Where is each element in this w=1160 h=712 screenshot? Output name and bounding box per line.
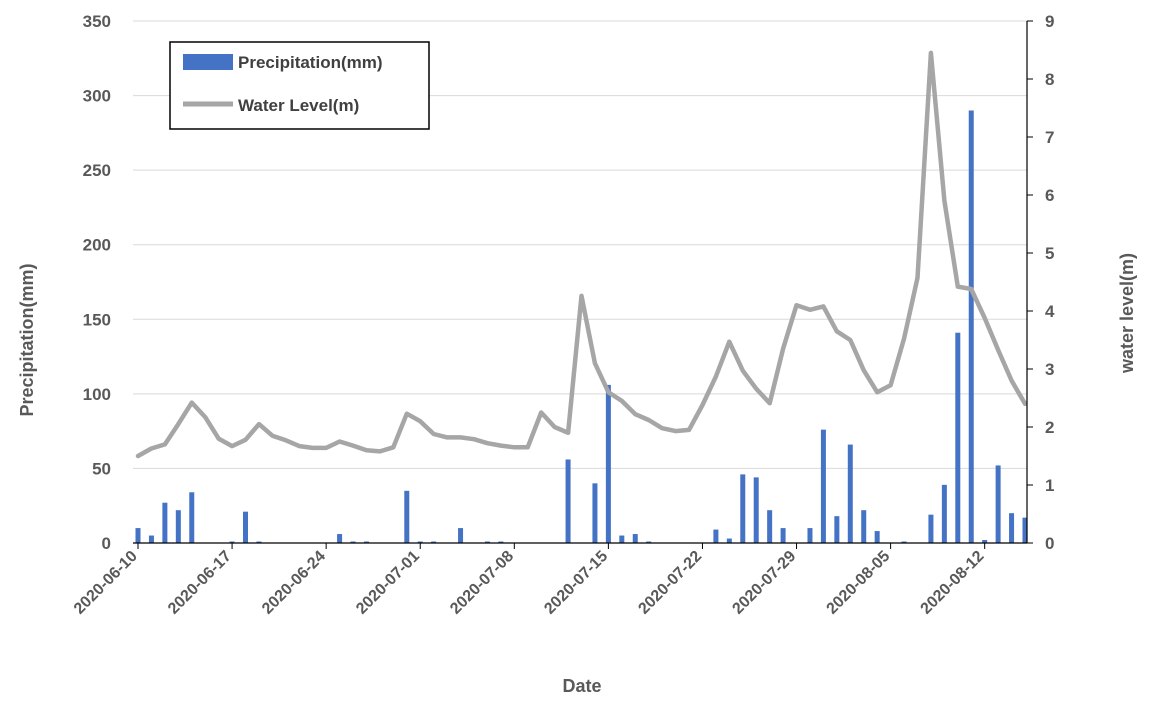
precipitation-bar bbox=[955, 332, 961, 543]
legend: Precipitation(mm) Water Level(m) bbox=[169, 41, 430, 130]
x-tick-label: 2020-07-08 bbox=[447, 548, 517, 618]
precipitation-bar bbox=[740, 474, 746, 543]
y-left-tick-label: 250 bbox=[83, 161, 111, 180]
water-level-line-group bbox=[135, 50, 1028, 459]
y-left-tick-label: 300 bbox=[83, 87, 111, 106]
y-right-tick-label: 5 bbox=[1045, 244, 1054, 263]
precipitation-bar bbox=[243, 511, 249, 543]
left-axis-ticks: 0 50 100 150 200 250 300 350 bbox=[83, 12, 111, 553]
legend-precipitation-label: Precipitation(mm) bbox=[238, 53, 383, 72]
precipitation-bar bbox=[780, 528, 786, 543]
precipitation-bar bbox=[565, 459, 571, 543]
precipitation-bar bbox=[874, 531, 880, 543]
precipitation-bar bbox=[350, 541, 356, 543]
y-right-tick-label: 6 bbox=[1045, 186, 1054, 205]
x-tick-label: 2020-07-01 bbox=[353, 548, 423, 618]
precipitation-bar bbox=[135, 528, 141, 543]
precipitation-bar bbox=[646, 541, 652, 543]
y-left-tick-label: 350 bbox=[83, 12, 111, 31]
legend-box bbox=[169, 41, 430, 130]
x-tick-label: 2020-07-22 bbox=[635, 548, 705, 618]
x-tick-label: 2020-07-15 bbox=[541, 548, 611, 618]
precipitation-bar bbox=[363, 541, 369, 543]
x-tick-label: 2020-06-17 bbox=[165, 548, 235, 618]
legend-water-level-label: Water Level(m) bbox=[238, 96, 359, 115]
precipitation-bar bbox=[404, 490, 410, 543]
precipitation-bar bbox=[995, 465, 1001, 543]
y-left-tick-label: 100 bbox=[83, 385, 111, 404]
precipitation-bar bbox=[458, 528, 464, 543]
x-tick-label: 2020-07-29 bbox=[729, 548, 799, 618]
y-right-axis-title: water level(m) bbox=[1117, 253, 1137, 374]
precipitation-bar bbox=[162, 502, 168, 543]
precipitation-bar bbox=[417, 541, 423, 543]
precipitation-bar bbox=[632, 534, 638, 543]
x-tick-label: 2020-06-24 bbox=[259, 548, 329, 618]
precipitation-bar bbox=[337, 534, 343, 543]
precipitation-bar bbox=[726, 538, 732, 543]
precipitation-bar bbox=[431, 541, 437, 543]
precipitation-bar bbox=[968, 110, 974, 543]
x-axis-title: Date bbox=[562, 676, 601, 696]
axes bbox=[133, 21, 1028, 544]
precipitation-bar bbox=[229, 541, 235, 543]
y-right-tick-label: 0 bbox=[1045, 534, 1054, 553]
precipitation-bar bbox=[498, 541, 504, 543]
precipitation-bar bbox=[820, 429, 826, 543]
y-right-tick-label: 9 bbox=[1045, 12, 1054, 31]
precipitation-bar bbox=[713, 529, 719, 543]
y-right-tick-label: 1 bbox=[1045, 476, 1054, 495]
precipitation-bar bbox=[928, 514, 934, 543]
precipitation-bar bbox=[901, 541, 907, 543]
x-axis-ticks: 2020-06-10 2020-06-17 2020-06-24 2020-07-01… bbox=[71, 543, 988, 618]
precipitation-bar bbox=[753, 477, 759, 543]
y-right-tick-label: 4 bbox=[1045, 302, 1055, 321]
precipitation-bar bbox=[256, 541, 262, 543]
precipitation-bar bbox=[767, 510, 773, 543]
y-right-tick-label: 2 bbox=[1045, 418, 1054, 437]
y-left-tick-label: 50 bbox=[92, 459, 111, 478]
precipitation-bar bbox=[592, 483, 598, 543]
precipitation-bar bbox=[834, 516, 840, 543]
y-left-tick-label: 0 bbox=[102, 534, 111, 553]
right-axis-ticks: 0 1 2 3 4 5 6 7 8 9 bbox=[1027, 12, 1055, 553]
precipitation-bar bbox=[941, 484, 947, 543]
precipitation-bar bbox=[189, 492, 195, 543]
y-right-tick-label: 3 bbox=[1045, 360, 1054, 379]
precipitation-bar bbox=[861, 510, 867, 543]
precipitation-bar bbox=[484, 541, 490, 543]
precipitation-bar bbox=[847, 444, 853, 543]
precipitation-bar bbox=[807, 528, 813, 543]
precipitation-bar bbox=[175, 510, 181, 543]
precipitation-bar bbox=[148, 535, 154, 543]
x-tick-label: 2020-06-10 bbox=[71, 548, 141, 618]
water-level-line bbox=[135, 50, 1028, 459]
precipitation-bar bbox=[982, 540, 988, 543]
precipitation-bar bbox=[619, 535, 625, 543]
precipitation-bar bbox=[605, 384, 611, 543]
precipitation-bars bbox=[135, 110, 1028, 543]
y-left-axis-title: Precipitation(mm) bbox=[17, 263, 37, 416]
y-right-tick-label: 7 bbox=[1045, 128, 1054, 147]
legend-precipitation-swatch bbox=[183, 54, 233, 70]
precipitation-bar bbox=[1009, 513, 1015, 543]
x-tick-label: 2020-08-05 bbox=[824, 548, 894, 618]
x-tick-label: 2020-08-12 bbox=[918, 548, 988, 618]
y-right-tick-label: 8 bbox=[1045, 70, 1054, 89]
precipitation-bar bbox=[1022, 517, 1028, 543]
y-left-tick-label: 150 bbox=[83, 310, 111, 329]
y-left-tick-label: 200 bbox=[83, 236, 111, 255]
